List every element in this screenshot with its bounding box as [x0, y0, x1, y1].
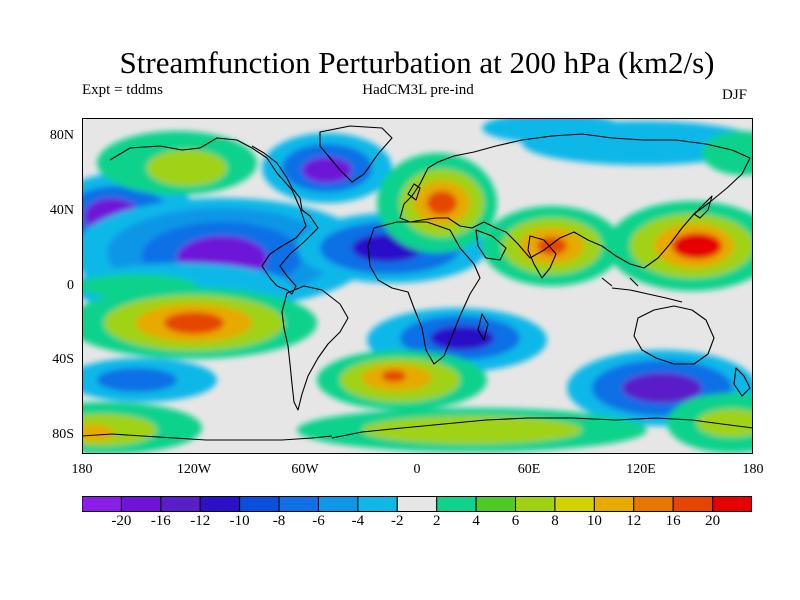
- positive-anomaly-southeast: [667, 393, 753, 453]
- coastline-india: [527, 235, 557, 279]
- colorbar-cell: [712, 496, 752, 512]
- colorbar-label: 16: [665, 513, 681, 529]
- negative-anomaly-north-atlantic-high: [262, 133, 392, 203]
- colorbar-cell: [82, 496, 122, 512]
- colorbar-label: 2: [432, 513, 441, 529]
- lon-label: 120W: [176, 462, 212, 477]
- colorbar-label: 10: [586, 513, 602, 529]
- positive-anomaly-south-atlantic: [317, 350, 487, 410]
- contour-fill-layer: [82, 118, 753, 454]
- colorbar-label: -16: [150, 513, 171, 529]
- coastline-madagascar: [477, 313, 489, 341]
- colorbar-cell: [357, 496, 398, 512]
- colorbar-cell: [317, 496, 359, 512]
- colorbar-cell: [475, 496, 517, 512]
- colorbar-cell: [633, 496, 674, 512]
- colorbar-cell: [120, 496, 162, 512]
- lon-label: 120E: [626, 462, 656, 477]
- lon-label: 180: [742, 462, 764, 477]
- coastline-south-america: [281, 285, 349, 411]
- colorbar-label: 12: [626, 513, 642, 529]
- colorbar-cell: [199, 496, 241, 512]
- colorbar-label: 20: [705, 513, 721, 529]
- colorbar-cell: [278, 496, 319, 512]
- positive-anomaly-tropical-pacific: [82, 274, 197, 298]
- coastline-eurasia: [399, 133, 751, 269]
- lat-label: 80S: [52, 427, 74, 442]
- colorbar-label: 8: [551, 513, 559, 529]
- coastline-greenland: [319, 125, 393, 183]
- coastline-new-zealand: [733, 367, 751, 397]
- coastline-indonesia: [601, 277, 683, 303]
- colorbar-label: 6: [511, 513, 520, 529]
- lon-label: 0: [413, 462, 421, 477]
- colorbar-label: -8: [272, 513, 286, 529]
- colorbar-cell: [396, 496, 438, 512]
- lon-label: 60E: [517, 462, 541, 477]
- streamfunction-map: [82, 118, 753, 454]
- positive-anomaly-west-pacific: [607, 201, 753, 291]
- positive-anomaly-south-asia: [482, 206, 622, 286]
- coastline-arabia: [475, 229, 507, 261]
- positive-anomaly-south-pacific: [82, 287, 317, 359]
- colorbar-cell: [593, 496, 635, 512]
- colorbar-label: -2: [391, 513, 404, 529]
- coastlines: [82, 125, 753, 441]
- colorbar-cell: [515, 496, 556, 512]
- positive-anomaly-antarctic: [297, 408, 647, 452]
- positive-anomaly-europe: [377, 153, 497, 253]
- coastline-australia: [633, 305, 715, 365]
- chart-title: Streamfunction Perturbation at 200 hPa (…: [119, 45, 715, 80]
- colorbar-label: -20: [111, 513, 132, 529]
- coastline-north-america: [109, 137, 319, 295]
- lon-label: 180: [71, 462, 93, 477]
- coastline-british-isles: [407, 183, 421, 201]
- colorbar-label: -12: [190, 513, 211, 529]
- colorbar-cell: [436, 496, 477, 512]
- colorbar-cell: [239, 496, 280, 512]
- positive-anomaly-alaska: [97, 131, 257, 195]
- negative-anomaly-arctic-asia: [482, 118, 753, 165]
- colorbar-cell: [672, 496, 714, 512]
- model-label: HadCM3L pre-ind: [362, 82, 474, 98]
- colorbar-cell: [554, 496, 595, 512]
- colorbar-label: 4: [472, 513, 480, 529]
- positive-anomaly-south-pacific-far: [82, 402, 202, 454]
- lat-label: 0: [67, 278, 74, 293]
- map-frame: [82, 118, 753, 454]
- colorbar: [82, 496, 752, 512]
- lat-label: 80N: [49, 128, 74, 143]
- lon-label: 60W: [291, 462, 319, 477]
- coastline-antarctica: [82, 417, 753, 441]
- colorbar-label: -4: [351, 513, 365, 529]
- positive-anomaly-arctic-east: [702, 131, 753, 175]
- coastline-japan: [693, 195, 713, 219]
- colorbar-label: -6: [312, 513, 325, 529]
- colorbar-cell: [160, 496, 201, 512]
- lat-label: 40S: [52, 352, 74, 367]
- colorbar-label: -10: [229, 513, 250, 529]
- experiment-label: Expt = tddms: [82, 82, 163, 98]
- coastline-africa: [367, 221, 481, 365]
- negative-anomaly-southwest-pacific: [82, 358, 217, 402]
- lat-label: 40N: [49, 203, 74, 218]
- season-label: DJF: [722, 87, 748, 103]
